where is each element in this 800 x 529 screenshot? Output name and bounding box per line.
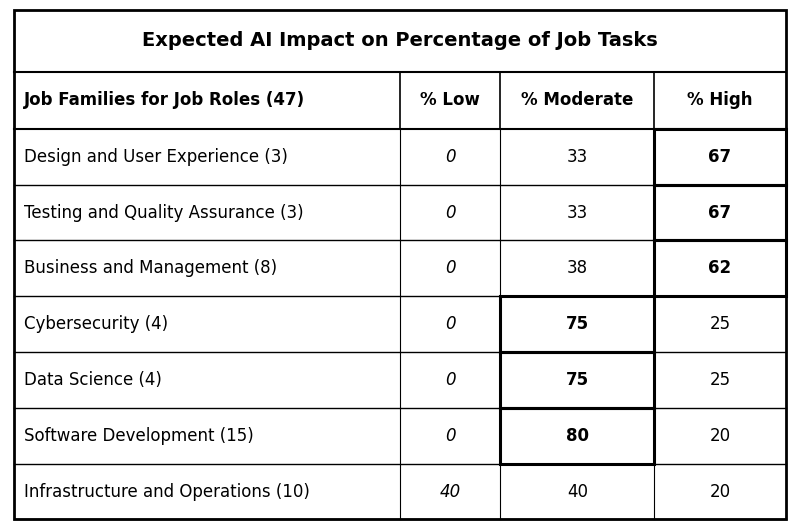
- Text: 0: 0: [445, 371, 455, 389]
- Text: 40: 40: [439, 482, 461, 500]
- Text: 25: 25: [710, 371, 730, 389]
- Text: 33: 33: [566, 148, 588, 166]
- Text: Infrastructure and Operations (10): Infrastructure and Operations (10): [24, 482, 310, 500]
- Text: Business and Management (8): Business and Management (8): [24, 259, 277, 277]
- Text: 62: 62: [709, 259, 732, 277]
- Text: Cybersecurity (4): Cybersecurity (4): [24, 315, 168, 333]
- Text: 25: 25: [710, 315, 730, 333]
- Text: 75: 75: [566, 371, 589, 389]
- Text: 38: 38: [567, 259, 588, 277]
- Bar: [654, 185, 786, 241]
- Text: Design and User Experience (3): Design and User Experience (3): [24, 148, 288, 166]
- Text: 0: 0: [445, 427, 455, 445]
- Text: 67: 67: [709, 148, 732, 166]
- Text: Software Development (15): Software Development (15): [24, 427, 254, 445]
- Text: % Moderate: % Moderate: [521, 92, 634, 110]
- Text: 0: 0: [445, 204, 455, 222]
- Text: 0: 0: [445, 148, 455, 166]
- Text: 40: 40: [567, 482, 588, 500]
- Bar: [500, 296, 654, 352]
- Text: Expected AI Impact on Percentage of Job Tasks: Expected AI Impact on Percentage of Job …: [142, 31, 658, 50]
- Bar: [500, 352, 654, 408]
- Text: 20: 20: [710, 427, 730, 445]
- Text: % Low: % Low: [420, 92, 480, 110]
- Bar: [654, 129, 786, 185]
- Bar: [500, 408, 654, 464]
- Text: Data Science (4): Data Science (4): [24, 371, 162, 389]
- Text: Testing and Quality Assurance (3): Testing and Quality Assurance (3): [24, 204, 304, 222]
- Text: 0: 0: [445, 259, 455, 277]
- Text: 67: 67: [709, 204, 732, 222]
- Text: 0: 0: [445, 315, 455, 333]
- Text: 80: 80: [566, 427, 589, 445]
- Text: 75: 75: [566, 315, 589, 333]
- Text: % High: % High: [687, 92, 753, 110]
- Text: 33: 33: [566, 204, 588, 222]
- Text: 20: 20: [710, 482, 730, 500]
- Text: Job Families for Job Roles (47): Job Families for Job Roles (47): [24, 92, 305, 110]
- Bar: [654, 241, 786, 296]
